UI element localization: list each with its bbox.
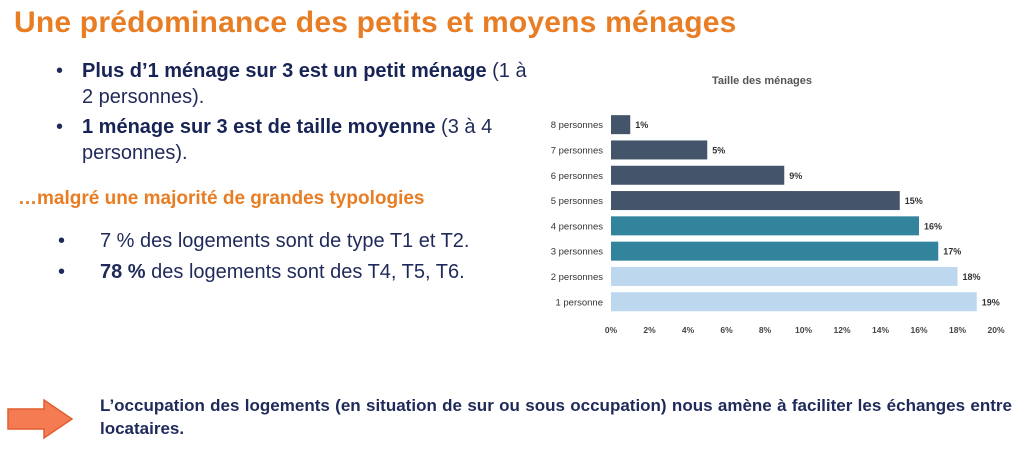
- category-label: 5 personnes: [551, 196, 604, 207]
- data-label: 15%: [905, 196, 923, 206]
- data-label: 19%: [982, 297, 1000, 307]
- x-tick-label: 8%: [759, 325, 772, 335]
- bar: [611, 216, 919, 236]
- bar: [611, 241, 939, 261]
- x-tick-label: 10%: [795, 325, 812, 335]
- list-item: 1 ménage sur 3 est de taille moyenne (3 …: [52, 114, 532, 166]
- bullet-text: (3 à 4 personnes).: [82, 116, 493, 164]
- bullet-bold-text: 1 ménage sur 3 est de taille moyenne: [82, 116, 436, 138]
- data-label: 17%: [943, 247, 961, 257]
- x-tick-label: 6%: [720, 325, 733, 335]
- x-tick-label: 4%: [682, 325, 695, 335]
- conclusion-text: L’occupation des logements (en situation…: [100, 396, 1012, 438]
- chart-bars: 8 personnes 1% 7 personnes 5% 6 personnes 9% 5…: [551, 115, 1000, 312]
- x-tick-label: 14%: [872, 325, 889, 335]
- category-label: 6 personnes: [551, 171, 604, 182]
- data-label: 16%: [924, 221, 942, 231]
- chart-x-ticks: 0% 2% 4% 6% 8% 10% 12% 14% 16% 18% 20%: [605, 325, 1005, 335]
- bar: [611, 191, 900, 211]
- chart-title: Taille des ménages: [712, 75, 812, 87]
- category-label: 3 personnes: [551, 247, 604, 258]
- list-item: 7 % des logements sont de type T1 et T2.: [56, 228, 486, 255]
- bar: [611, 292, 977, 312]
- bar: [611, 115, 631, 135]
- x-tick-label: 2%: [643, 325, 656, 335]
- bar: [611, 165, 785, 185]
- page-title: Une prédominance des petits et moyens mé…: [14, 6, 737, 39]
- household-size-chart: Taille des ménages 8 personnes 1% 7 person…: [551, 75, 1005, 335]
- x-tick-label: 16%: [910, 325, 927, 335]
- bullet-text: des logements sont des T4, T5, T6.: [151, 261, 465, 283]
- bullet-text: 7 % des logements sont de type T1 et T2.: [100, 230, 470, 252]
- data-label: 9%: [789, 171, 802, 181]
- bullet-bold-text: Plus d’1 ménage sur 3 est un petit ménag…: [82, 60, 487, 82]
- category-label: 2 personnes: [551, 272, 604, 283]
- data-label: 5%: [712, 145, 725, 155]
- bullet-bold-text: 78 %: [100, 261, 146, 283]
- x-tick-label: 18%: [949, 325, 966, 335]
- data-label: 18%: [963, 272, 981, 282]
- housing-bullet-list: 7 % des logements sont de type T1 et T2.…: [56, 228, 486, 290]
- household-bullet-list: Plus d’1 ménage sur 3 est un petit ménag…: [52, 58, 532, 170]
- bullet-text: (1 à 2 personnes).: [82, 60, 527, 108]
- x-tick-label: 12%: [833, 325, 850, 335]
- list-item: 78 % des logements sont des T4, T5, T6.: [56, 259, 486, 286]
- category-label: 4 personnes: [551, 221, 604, 232]
- category-label: 8 personnes: [551, 120, 604, 131]
- category-label: 1 personne: [555, 297, 603, 308]
- bar: [611, 140, 708, 160]
- right-arrow-icon: [7, 398, 74, 440]
- list-item: Plus d’1 ménage sur 3 est un petit ménag…: [52, 58, 532, 110]
- x-tick-label: 20%: [987, 325, 1004, 335]
- category-label: 7 personnes: [551, 145, 604, 156]
- data-label: 1%: [635, 120, 648, 130]
- section-subtitle: …malgré une majorité de grandes typologi…: [18, 188, 425, 209]
- x-tick-label: 0%: [605, 325, 618, 335]
- bar: [611, 266, 958, 286]
